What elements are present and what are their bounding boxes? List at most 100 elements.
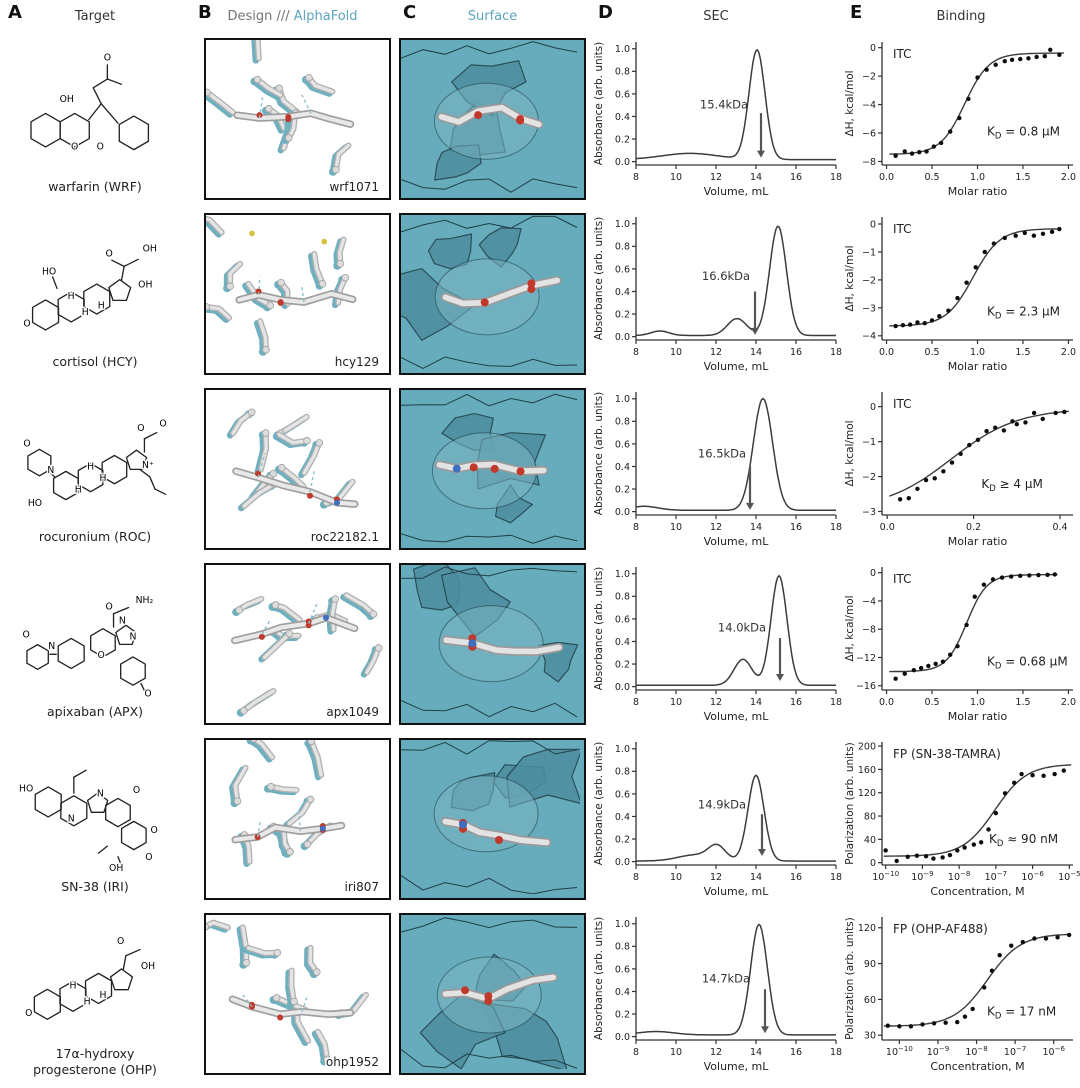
x-tick-label: 0.5 — [924, 697, 939, 708]
x-tick-label: 1.0 — [970, 347, 985, 358]
surface-contour-line — [401, 533, 578, 544]
sec-trace — [635, 397, 836, 512]
design-atom — [286, 848, 294, 856]
alphafold-sidechain — [253, 319, 267, 356]
design-sidechain-highlight — [255, 77, 283, 97]
data-point — [982, 985, 987, 990]
x-tick-label: 8 — [633, 1047, 639, 1058]
oxygen-atom — [469, 463, 478, 472]
x-axis-label: Molar ratio — [948, 710, 1008, 723]
sec-cell: 8 10 12 14 16 18 0.0 0.2 0.4 0.6 0.8 1.0 Volume, mL A… — [590, 34, 842, 209]
data-point — [981, 582, 987, 587]
y-tick-label: −6 — [862, 128, 876, 139]
x-tick-label: 0.0 — [879, 172, 894, 183]
kd-value: KD = 0.68 µM — [987, 654, 1068, 671]
surface-render-art — [401, 565, 580, 719]
data-point — [915, 486, 920, 491]
atom-label: H — [87, 461, 94, 472]
x-axis-label: Volume, mL — [704, 185, 770, 198]
y-tick-label: 0 — [870, 219, 876, 230]
elution-arrow-head-icon — [751, 327, 759, 335]
design-sidechain-highlight — [228, 262, 242, 288]
design-sidechain-highlight — [308, 946, 319, 974]
ring-bond — [90, 627, 116, 658]
sec-cell: 8 10 12 14 16 18 0.0 0.2 0.4 0.6 0.8 1.0 Volume, mL A… — [590, 734, 842, 909]
design-atom — [261, 429, 270, 437]
data-point — [1040, 231, 1046, 236]
data-point — [897, 1024, 902, 1029]
panel-title-binding: Binding — [936, 9, 986, 24]
alphafold-sidechain — [251, 40, 260, 64]
mass-annotation: 14.9kDa — [698, 798, 746, 812]
oxygen-atom — [516, 467, 525, 476]
ring-bond — [77, 462, 104, 493]
y-tick-label: 0.2 — [615, 309, 630, 320]
data-point — [929, 318, 935, 323]
y-tick-label: 0.2 — [615, 659, 630, 670]
panel-letter-e: E — [850, 2, 863, 23]
hbond-dashed-line — [309, 468, 316, 492]
data-point — [948, 652, 953, 657]
mass-annotation: 14.0kDa — [718, 620, 766, 634]
hbond-dashed-line — [307, 601, 319, 624]
x-tick-label: 18 — [830, 347, 842, 358]
design-overlay-art: roc22182.1 — [226, 408, 381, 544]
y-tick-label: −12 — [856, 653, 876, 664]
binding-plot: 10−10 10−9 10−8 10−7 10−6 10−5 0 40 80 120 160 200 C… — [844, 741, 1080, 898]
panel-letter-d: D — [598, 2, 613, 23]
x-tick-label: 10 — [670, 522, 682, 533]
alphafold-label: AlphaFold — [293, 9, 358, 24]
data-point — [893, 676, 898, 681]
mass-annotation: 16.5kDa — [698, 446, 746, 460]
fit-curve — [889, 52, 1064, 155]
data-point — [1002, 791, 1008, 796]
design-overlay-art: wrf1071 — [206, 40, 381, 194]
design-atom — [206, 303, 211, 311]
y-tick-label: 0.4 — [615, 112, 630, 123]
y-tick-label: 0.2 — [615, 834, 630, 845]
data-point — [1061, 768, 1067, 773]
data-point — [923, 854, 929, 859]
data-point — [1023, 420, 1028, 425]
x-tick-label: 14 — [750, 347, 762, 358]
design-sidechain-highlight — [242, 482, 276, 508]
design-atom — [323, 1055, 331, 1064]
header-panel-e: E Binding — [842, 0, 1080, 34]
surface-render-art — [401, 915, 580, 1069]
ring-bond — [57, 637, 85, 669]
data-point — [1062, 409, 1067, 415]
design-sidechain-highlight — [287, 797, 313, 826]
molecule-structure: OH O O O — [30, 51, 150, 154]
atom-label: H — [98, 300, 105, 311]
atom-label: O — [151, 825, 158, 836]
atom-label: H — [99, 473, 106, 484]
data-point — [1014, 421, 1020, 427]
y-tick-label: 0.6 — [615, 964, 630, 975]
y-tick-label: −3 — [862, 303, 876, 314]
data-point — [975, 437, 981, 443]
design-sidechain-highlight — [206, 217, 224, 235]
binding-pocket — [434, 258, 540, 336]
design-sidechain-highlight — [334, 143, 351, 172]
design-sidechain-highlight — [312, 252, 325, 286]
data-point — [932, 476, 937, 481]
bond — [111, 259, 125, 267]
y-axis-label: ΔH, kcal/mol — [844, 595, 856, 661]
y-tick-label: 0.4 — [615, 987, 630, 998]
x-tick-label: 8 — [633, 522, 639, 533]
data-point — [931, 856, 936, 861]
y-tick-label: 0 — [870, 858, 876, 869]
atom-label: N — [119, 615, 126, 626]
x-tick-label: 10 — [670, 697, 682, 708]
atom-label: O — [144, 688, 151, 699]
x-axis-label: Molar ratio — [948, 185, 1008, 198]
data-point — [1027, 573, 1032, 578]
design-atom — [253, 75, 262, 84]
header-panel-b: B Design /// AlphaFold — [190, 0, 395, 34]
data-point — [1002, 58, 1007, 64]
x-tick-label: 10−10 — [886, 1045, 913, 1058]
design-alphafold-separator: /// — [272, 9, 294, 24]
